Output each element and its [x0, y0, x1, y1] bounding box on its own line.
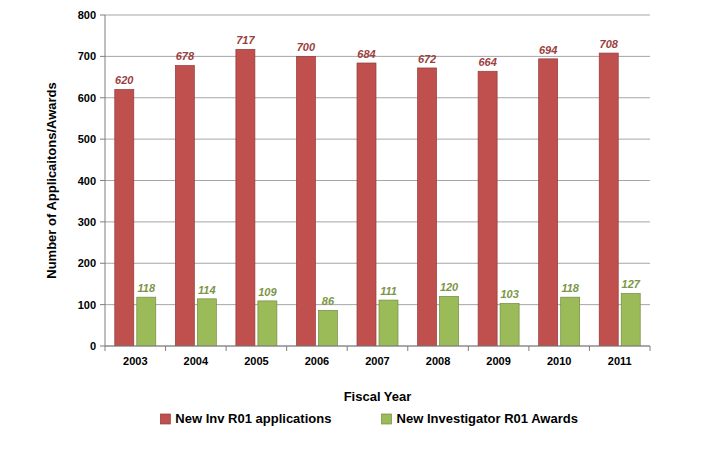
x-axis [105, 346, 650, 347]
bar [478, 71, 497, 346]
x-tick [589, 346, 590, 351]
y-tick-label: 700 [78, 50, 96, 62]
x-tick-label: 2011 [608, 355, 632, 367]
x-tick [468, 346, 469, 351]
bar [379, 300, 398, 346]
y-tick-label: 400 [78, 175, 96, 187]
data-label: 86 [322, 295, 335, 307]
bar [621, 293, 640, 346]
data-label: 127 [622, 278, 641, 290]
x-axis-title: Fiscal Year [344, 389, 412, 404]
data-label: 694 [539, 44, 557, 56]
y-axis-title: Number of Applicaitons/Awards [44, 82, 59, 278]
legend: New Inv R01 applications New Investigator… [160, 411, 578, 426]
x-tick-label: 2010 [547, 355, 571, 367]
y-tick-label: 100 [78, 299, 96, 311]
y-tick-label: 200 [78, 257, 96, 269]
x-tick-label: 2004 [184, 355, 209, 367]
bar [175, 65, 194, 346]
grid-line [105, 346, 650, 347]
bar [561, 297, 580, 346]
data-label: 118 [138, 282, 156, 294]
y-tick [100, 263, 105, 264]
bar [236, 49, 255, 346]
data-label: 120 [440, 281, 459, 293]
y-tick-label: 600 [78, 92, 96, 104]
x-tick-label: 2006 [305, 355, 329, 367]
x-tick [407, 346, 408, 351]
legend-label: New Investigator R01 Awards [397, 411, 578, 426]
data-label: 684 [357, 48, 375, 60]
y-tick [100, 139, 105, 140]
x-tick [226, 346, 227, 351]
y-tick-label: 300 [78, 216, 96, 228]
y-tick [100, 180, 105, 181]
chart-svg: 0 100 200 300 400 500 600 700 800 620 678 717 700 684… [0, 0, 706, 451]
y-axis [105, 15, 106, 346]
y-tick [100, 15, 105, 16]
data-label: 109 [258, 286, 277, 298]
bars [115, 49, 640, 346]
data-label: 672 [418, 53, 436, 65]
legend-label: New Inv R01 applications [175, 411, 331, 426]
x-tick [165, 346, 166, 351]
x-tick-label: 2009 [486, 355, 510, 367]
data-label: 118 [561, 282, 579, 294]
y-tick [100, 304, 105, 305]
bar [258, 301, 277, 346]
bar [318, 310, 337, 346]
x-tick [528, 346, 529, 351]
data-label: 717 [236, 34, 255, 46]
x-tick [650, 346, 651, 351]
grid-line [105, 15, 650, 16]
data-label: 700 [297, 41, 316, 53]
bar [440, 296, 459, 346]
bar [137, 297, 156, 346]
x-tick-label: 2003 [123, 355, 147, 367]
y-tick [100, 346, 105, 347]
data-label: 114 [198, 284, 216, 296]
x-tick-label: 2007 [365, 355, 389, 367]
y-tick-label: 500 [78, 133, 96, 145]
bar [197, 299, 216, 346]
bar [296, 56, 315, 346]
x-tick-label: 2008 [426, 355, 450, 367]
bar [500, 303, 519, 346]
bar [115, 89, 134, 346]
x-tick [347, 346, 348, 351]
chart-container: 0 100 200 300 400 500 600 700 800 620 678 717 700 684… [0, 0, 706, 451]
x-tick [105, 346, 106, 351]
data-label: 620 [115, 74, 134, 86]
y-tick [100, 97, 105, 98]
data-label: 111 [380, 285, 397, 297]
data-label: 708 [600, 38, 619, 50]
y-tick [100, 56, 105, 57]
data-label: 103 [500, 288, 518, 300]
y-tick-label: 0 [90, 340, 96, 352]
bar [418, 68, 437, 346]
bar [539, 59, 558, 346]
bar [599, 53, 618, 346]
legend-swatch [382, 414, 392, 424]
y-tick-label: 800 [78, 9, 96, 21]
bar [357, 63, 376, 346]
x-tick-label: 2005 [244, 355, 268, 367]
data-label: 678 [176, 50, 195, 62]
legend-swatch [160, 414, 170, 424]
x-tick [286, 346, 287, 351]
y-tick [100, 221, 105, 222]
data-label: 664 [478, 56, 496, 68]
